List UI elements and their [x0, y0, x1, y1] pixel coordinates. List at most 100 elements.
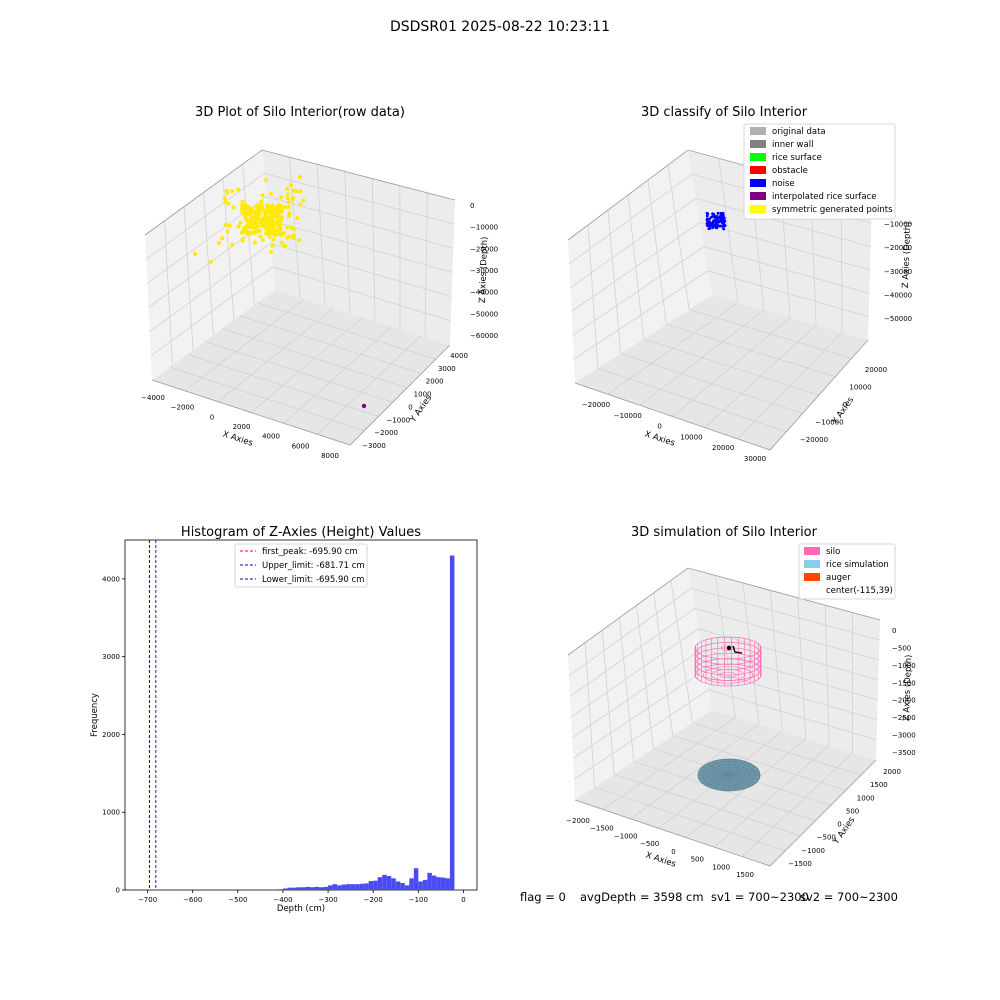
z-tick-label: −10000 [470, 224, 498, 232]
data-point [271, 237, 276, 242]
simulation-legend: silo rice simulation auger center(-115,39) [798, 543, 896, 600]
x-tick-label: −300 [318, 896, 337, 904]
legend-swatch [750, 205, 766, 213]
y-tick-label: 0 [408, 403, 412, 411]
z-tick-label: −40000 [884, 291, 912, 299]
noise-point [705, 211, 709, 215]
data-point [273, 232, 279, 237]
x-tick-label: −500 [228, 896, 247, 904]
data-point [272, 211, 277, 216]
z-tick-label: −2500 [892, 714, 916, 722]
data-point [225, 190, 230, 195]
legend-label: auger [826, 573, 851, 583]
legend-label: first_peak: -695.90 cm [262, 547, 358, 557]
histogram-bar [386, 876, 392, 890]
noise-point [722, 227, 726, 231]
z-tick-label: 0 [892, 627, 896, 635]
legend-swatch [804, 573, 820, 581]
data-point [222, 196, 227, 201]
classify-legend: original data inner wall rice surface obsta… [743, 123, 896, 220]
y-tick-label: −3000 [362, 442, 386, 450]
data-point [285, 196, 290, 201]
y-tick-label: −500 [817, 834, 836, 842]
z-tick-label: −50000 [884, 315, 912, 323]
legend-frame [743, 123, 896, 220]
histogram-bar [337, 885, 342, 890]
x-tick-label: 4000 [262, 433, 280, 441]
status-sv1: sv1 = 700~2300 [711, 890, 809, 904]
histogram-bar [355, 884, 360, 890]
data-point [264, 178, 268, 182]
data-point [285, 186, 290, 191]
status-sv2: sv2 = 700~2300 [800, 890, 898, 904]
y-tick-label: 2000 [426, 378, 444, 386]
legend-swatch [750, 153, 766, 161]
noise-point [723, 223, 727, 227]
data-point [301, 198, 306, 203]
data-point [223, 222, 228, 227]
noise-point [710, 215, 714, 219]
x-axis-label: X Axies [643, 429, 676, 448]
plot-classify-title: 3D classify of Silo Interior [641, 105, 808, 120]
legend-label: original data [772, 127, 826, 137]
y-tick-label: 2000 [102, 731, 120, 739]
data-point [267, 215, 272, 221]
data-point [260, 238, 265, 243]
x-tick-label: −10000 [614, 412, 642, 420]
y-tick-label: 0 [837, 821, 841, 829]
data-point [295, 216, 300, 221]
y-tick-label: 0 [843, 401, 847, 409]
x-tick-label: 1000 [712, 863, 730, 871]
noise-point [718, 224, 722, 228]
y-tick-label: 2000 [883, 768, 901, 776]
histogram-bar [436, 877, 441, 890]
legend-label: symmetric generated points [772, 205, 893, 215]
legend-swatch [750, 166, 766, 174]
status-avg-depth: avgDepth = 3598 cm [580, 890, 704, 904]
noise-point [707, 217, 711, 221]
x-tick-label: 6000 [292, 442, 310, 450]
z-tick-label: −2000 [892, 697, 916, 705]
histogram-bar [445, 878, 450, 890]
data-point [231, 205, 236, 210]
y-tick-label: 1000 [857, 794, 875, 802]
z-tick-label: −30000 [470, 267, 498, 275]
data-point [252, 230, 257, 235]
legend-label: interpolated rice surface [772, 192, 877, 202]
x-tick-label: −200 [364, 896, 383, 904]
histogram-bar [395, 881, 401, 890]
center-point [726, 645, 732, 651]
z-tick-label: −3500 [892, 749, 916, 757]
z-tick-label: −20000 [470, 245, 498, 253]
data-point [282, 244, 286, 248]
data-point [240, 238, 245, 243]
data-point [249, 216, 254, 221]
data-point [297, 238, 302, 243]
x-axis-label: X Axies [221, 429, 254, 448]
data-point [275, 214, 280, 220]
figure-title: DSDSR01 2025-08-22 10:23:11 [390, 19, 610, 35]
y-tick-label: −20000 [800, 436, 828, 444]
data-point [278, 222, 283, 227]
histogram-bar [346, 884, 351, 890]
legend-swatch [750, 140, 766, 148]
legend-label: Lower_limit: -695.90 cm [262, 575, 364, 585]
histogram-bar [291, 887, 297, 890]
outlier-point [361, 403, 367, 409]
noise-point [719, 211, 723, 215]
legend-swatch [804, 547, 820, 555]
y-axis-label: Frequency [90, 693, 100, 737]
histogram-bar [305, 886, 311, 890]
data-point [260, 193, 265, 198]
legend-label: obstacle [772, 166, 808, 176]
histogram-bar [382, 874, 387, 890]
histogram-bar [418, 881, 423, 890]
z-tick-label: −30000 [884, 268, 912, 276]
y-tick-label: 0 [116, 887, 120, 895]
data-point [279, 195, 284, 200]
noise-point [713, 223, 717, 227]
x-tick-label: 10000 [680, 433, 702, 441]
x-tick-label: −600 [183, 896, 202, 904]
legend-label: center(-115,39) [826, 586, 893, 596]
